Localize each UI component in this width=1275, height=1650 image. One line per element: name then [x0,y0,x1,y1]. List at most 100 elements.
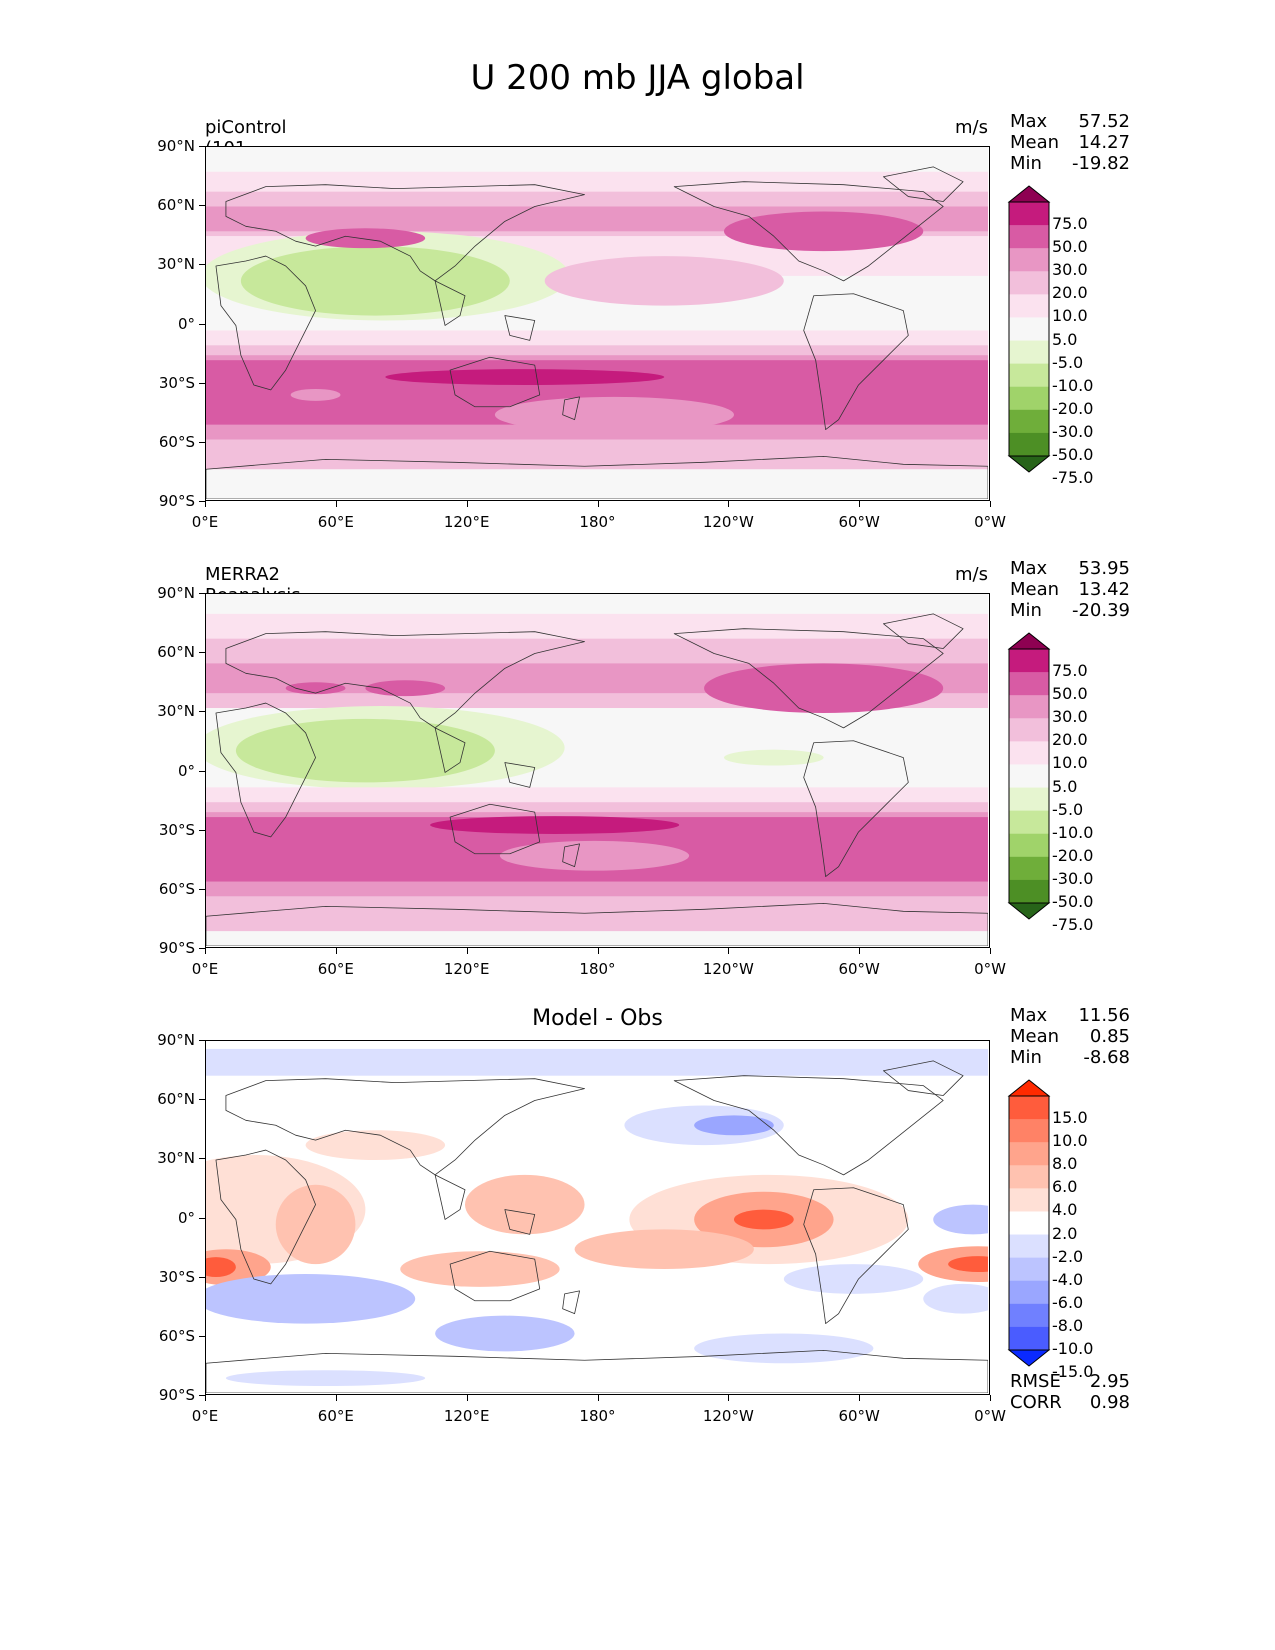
stat-value: 11.56 [1078,1005,1130,1026]
colorbar-tick-label: 50.0 [1052,237,1088,257]
lat-tick-mark [199,711,205,713]
diff-colorbar [1007,1079,1051,1367]
colorbar-tick-label: -5.0 [1052,352,1084,372]
stat-value: 13.42 [1078,579,1130,600]
lat-tick-mark [199,829,205,831]
lat-tick-mark [199,1099,205,1101]
stat-value: -8.68 [1083,1047,1130,1068]
lon-tick-label: 0°E [191,513,219,531]
lon-tick-label: 0°W [974,1407,1006,1425]
colorbar-segment [1009,271,1049,295]
colorbar-segment [1009,810,1049,835]
lon-tick-label: 0°W [974,513,1006,531]
lon-tick-label: 120°E [443,513,490,531]
lat-tick-mark [199,652,205,654]
lon-tick-label: 0°W [974,960,1006,978]
colorbar-tick-label: -20.0 [1052,845,1094,865]
map-plot[interactable] [205,1040,990,1395]
stats-box: Max 57.52 Mean 14.27 Min -19.82 [1010,111,1130,177]
stats-box: Max 11.56 Mean 0.85 Min -8.68 [1010,1005,1130,1071]
colorbar-tick-label: -10.0 [1052,1339,1094,1358]
colorbar-tick-label: -10.0 [1052,375,1094,395]
stat-value: 0.85 [1089,1026,1130,1047]
lon-tick-label: 180° [579,513,616,531]
lon-tick-mark [466,948,468,954]
colorbar-segment [1009,432,1049,457]
lat-tick-mark [199,888,205,890]
lat-tick-label: 90°N [157,584,195,602]
colorbar-tick-label: 10.0 [1052,753,1088,773]
lon-tick-label: 180° [579,960,616,978]
colorbar-tick-label: -4.0 [1052,1269,1084,1289]
map-plot[interactable] [205,593,990,948]
stat-value: -20.39 [1071,600,1130,621]
lon-tick-mark [466,1395,468,1401]
stat-label: Min [1010,153,1042,174]
lat-tick-label: 60°N [157,1090,195,1109]
colorbar-segment [1009,879,1049,904]
lat-tick-label: 90°N [157,137,195,155]
lat-tick-label: 0° [177,314,195,333]
colorbar-segment [1009,202,1049,226]
colorbar-segment [1009,1211,1049,1236]
lat-tick-label: 30°S [158,820,195,839]
colorbar-tick-label: 75.0 [1052,214,1088,234]
colorbar-tick-label: 5.0 [1052,776,1078,796]
colorbar-tick-label: 2.0 [1052,1223,1078,1243]
colorbar-segment [1009,1326,1049,1351]
colorbar-tick-label: -75.0 [1052,915,1094,935]
colorbar-segment [1009,294,1049,318]
lon-tick-mark [205,948,206,954]
coastlines [206,1060,988,1393]
contour-fill [206,594,988,946]
colorbar-segment [1009,1119,1049,1143]
figure-title: U 200 mb JJA global [470,58,805,98]
colorbar-segment [1009,409,1049,434]
lat-tick-mark [199,501,205,502]
lon-tick-label: 60°E [317,960,354,978]
colorbar-segment [1009,363,1049,388]
lon-tick-mark [728,948,730,954]
stat-label: Mean [1010,132,1060,153]
lat-tick-label: 60°S [158,879,195,898]
lon-tick-label: 60°W [838,513,880,531]
lat-tick-mark [199,770,205,772]
lat-tick-label: 90°S [158,492,195,510]
coastlines [206,613,988,946]
lat-tick-label: 30°S [158,373,195,392]
lon-tick-mark [859,1395,861,1401]
colorbar-segment [1009,225,1049,249]
colorbar-segment [1009,787,1049,812]
stat-value: 0.98 [1089,1392,1130,1413]
lat-tick-mark [199,1395,205,1396]
stat-label: Min [1010,1047,1042,1068]
colorbar-tick-label: -6.0 [1052,1292,1084,1312]
lat-tick-mark [199,1276,205,1278]
colorbar-segment [1009,741,1049,765]
lon-tick-label: 120°W [702,960,754,978]
colorbar-tick-label: 15.0 [1052,1108,1088,1128]
colorbar-tick-label: 75.0 [1052,661,1088,681]
colorbar-tick-label: 20.0 [1052,283,1088,303]
stat-value: 53.95 [1078,558,1130,579]
error-stats-box: RMSE 2.95 CORR 0.98 [1010,1371,1130,1415]
colorbar-tick-label: -30.0 [1052,421,1094,441]
colorbar-segment [1009,1303,1049,1328]
lon-tick-label: 60°E [317,1407,354,1425]
stat-value: 14.27 [1078,132,1130,153]
lat-tick-label: 60°S [158,432,195,451]
colorbar-segment [1009,317,1049,342]
stat-value: 57.52 [1078,111,1130,132]
lon-tick-mark [990,948,991,954]
colorbar-segment [1009,718,1049,742]
lon-tick-label: 120°W [702,1407,754,1425]
lat-tick-mark [199,146,205,147]
colorbar-segment [1009,672,1049,696]
lon-tick-mark [597,948,599,954]
map-plot[interactable] [205,146,990,501]
lat-tick-label: 0° [177,1208,195,1227]
lon-tick-mark [466,501,468,507]
colorbar-segment [1009,695,1049,719]
panel-title: Model - Obs [532,1006,663,1031]
lat-tick-label: 60°N [157,643,195,662]
